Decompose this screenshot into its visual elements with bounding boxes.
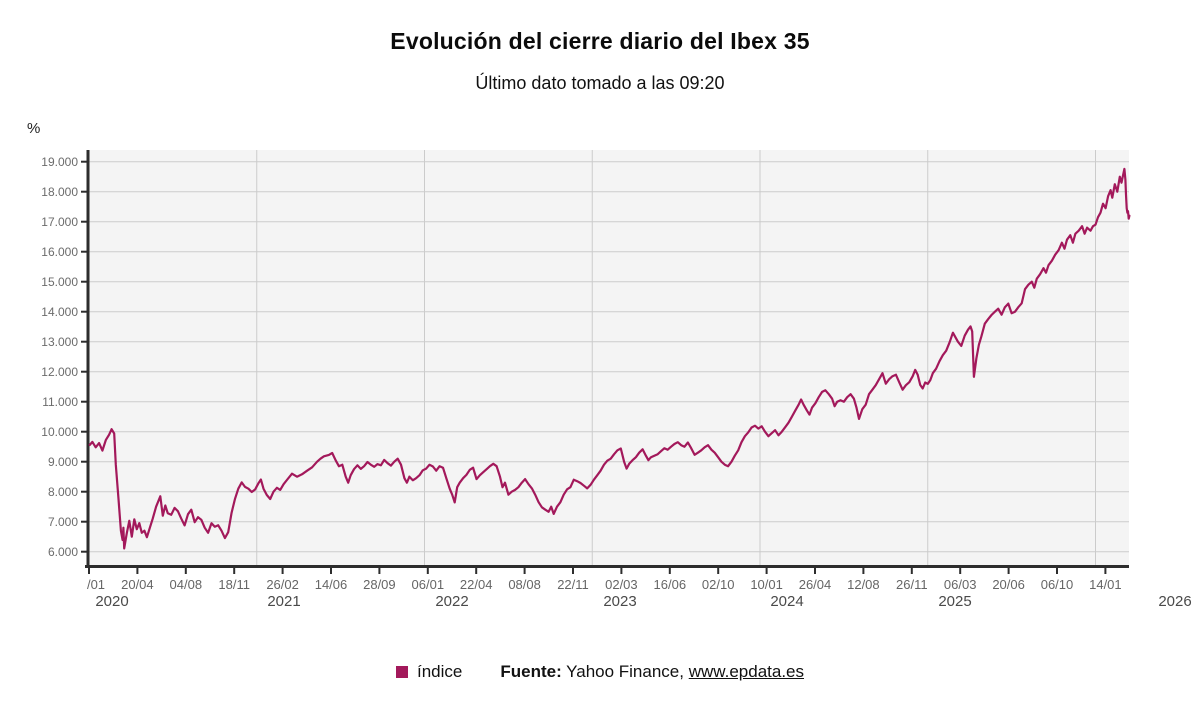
y-tick-label: 19.000 <box>41 154 78 169</box>
x-tick-label: 18/11 <box>218 577 250 592</box>
x-year-label: 2022 <box>435 593 469 610</box>
y-tick-label: 12.000 <box>41 364 78 379</box>
x-tick-label: 02/10 <box>701 577 735 592</box>
y-tick-label: 16.000 <box>41 244 78 259</box>
plot-background <box>89 150 1129 565</box>
y-tick-label: 11.000 <box>42 394 78 409</box>
x-tick-label: 06/01 <box>411 577 445 592</box>
x-year-label: 2020 <box>95 593 129 610</box>
y-tick-label: 9.000 <box>47 454 78 469</box>
x-tick-label: 22/04 <box>459 577 493 592</box>
source-publisher: Yahoo Finance, <box>566 662 684 681</box>
x-year-label: 2023 <box>603 593 637 610</box>
x-tick-label: 10/01 <box>750 577 783 592</box>
source-link[interactable]: www.epdata.es <box>688 662 805 681</box>
source-text: Fuente: Yahoo Finance, www.epdata.es <box>500 662 804 682</box>
chart-title: Evolución del cierre diario del Ibex 35 <box>390 28 810 54</box>
y-tick-label: 13.000 <box>41 334 78 349</box>
x-tick-label: 26/11 <box>896 577 928 592</box>
x-year-label: 2026 <box>1158 593 1192 610</box>
chart-footer: índice Fuente: Yahoo Finance, www.epdata… <box>0 659 1200 685</box>
y-tick-label: 15.000 <box>41 274 78 289</box>
y-tick-label: 6.000 <box>47 544 78 559</box>
x-tick-label: 16/06 <box>653 577 687 592</box>
legend-label: índice <box>416 662 463 681</box>
index-series-line <box>88 167 1131 550</box>
x-year-label: 2021 <box>267 593 301 610</box>
y-tick-label: 8.000 <box>47 484 78 499</box>
x-tick-label: 12/08 <box>847 577 880 592</box>
source-prefix: Fuente: <box>500 662 562 681</box>
x-tick-label: 14/01 <box>1089 577 1122 592</box>
x-tick-label: 20/06 <box>992 577 1025 592</box>
y-tick-label: 10.000 <box>41 424 78 439</box>
y-axis-unit-label: % <box>27 120 41 137</box>
chart-subtitle: Último dato tomado a las 09:20 <box>475 73 725 93</box>
legend-swatch-icon <box>395 666 408 678</box>
x-year-label: 2025 <box>938 593 972 610</box>
x-tick-label: 06/10 <box>1040 577 1074 592</box>
x-year-label: 2024 <box>770 593 804 610</box>
x-tick-label: 14/06 <box>314 577 348 592</box>
y-tick-label: 7.000 <box>47 514 78 529</box>
x-tick-label: 26/04 <box>798 577 832 592</box>
y-tick-label: 14.000 <box>41 304 78 319</box>
x-tick-label: 26/02 <box>266 577 299 592</box>
x-tick-label: 04/08 <box>169 577 203 592</box>
x-tick-label: 08/08 <box>508 577 541 592</box>
y-tick-label: 18.000 <box>41 184 78 199</box>
x-tick-label: 22/11 <box>557 577 589 592</box>
x-tick-label: /01 <box>86 577 106 592</box>
legend: índice <box>395 662 463 682</box>
x-tick-label: 28/09 <box>363 577 396 592</box>
x-tick-label: 02/03 <box>605 577 638 592</box>
x-tick-label: 06/03 <box>943 577 977 592</box>
x-tick-label: 20/04 <box>121 577 154 592</box>
y-tick-label: 17.000 <box>41 214 78 229</box>
